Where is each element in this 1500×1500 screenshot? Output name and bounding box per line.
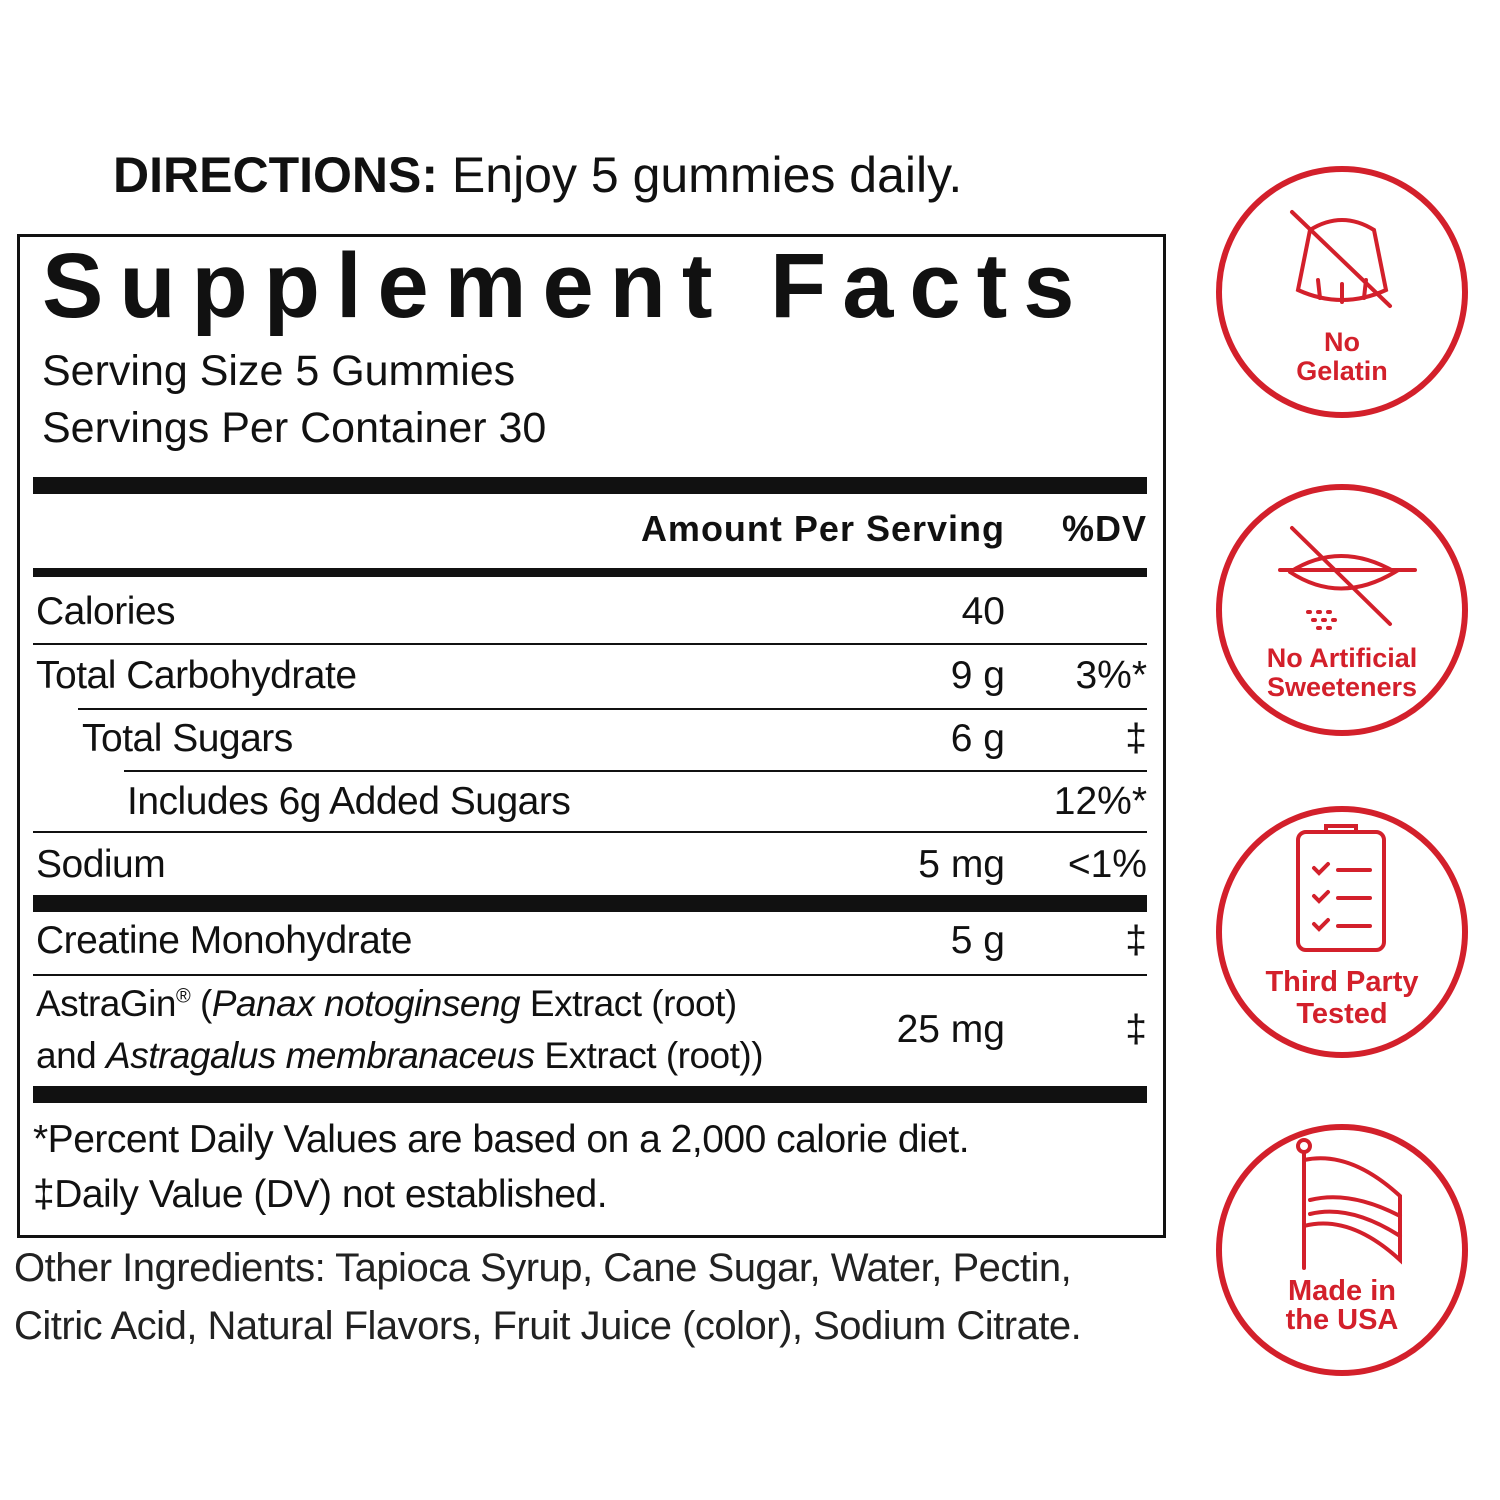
nutrient-name: Total Carbohydrate [36,654,357,697]
servings-per-container: Servings Per Container 30 [42,404,547,452]
nutrient-dv: 3%* [1075,654,1147,697]
directions-text: Enjoy 5 gummies daily. [451,147,963,203]
badge-line: Third Party [1265,966,1419,998]
nutrient-name: and Astragalus membranaceus Extract (roo… [36,1031,764,1081]
divider [33,568,1147,577]
name-part: Extract (root)) [534,1035,764,1076]
nutrient-amount: 5 mg [918,843,1005,886]
directions-label: DIRECTIONS: [113,147,438,203]
nutrient-dv: ‡ [1125,1008,1147,1051]
badge-line: Tested [1296,998,1388,1030]
name-part: Panax notoginseng [211,983,521,1024]
facts-box [17,234,1166,1238]
divider [33,1086,1147,1103]
other-ingredients: Other Ingredients: Tapioca Syrup, Cane S… [14,1246,1072,1290]
facts-title: Supplement Facts [42,235,1091,337]
badge-label: Third Party Tested [1212,966,1472,1030]
row-line [33,643,1147,645]
nutrient-amount: 9 g [950,654,1005,697]
name-part: ( [190,983,212,1024]
nutrient-dv: ‡ [1125,717,1147,760]
nutrient-name: Includes 6g Added Sugars [127,780,571,823]
nutrient-amount: 6 g [950,717,1005,760]
badge-line: Made in [1288,1275,1396,1307]
divider [33,477,1147,494]
name-part: and [36,1035,107,1076]
divider [33,895,1147,912]
icons [1278,210,1417,1270]
nutrient-amount: 5 g [950,919,1005,962]
row-line [33,974,1147,976]
nutrient-amount: 40 [961,590,1005,633]
nutrient-amount: 25 mg [896,1008,1005,1051]
name-part: ® [175,985,191,1008]
dv-header: %DV [1061,508,1147,549]
badge-line: the USA [1285,1304,1399,1336]
amount-header: Amount Per Serving [640,508,1005,549]
badge-line: Gelatin [1296,356,1388,386]
nutrient-name: Creatine Monohydrate [36,919,412,962]
badge-line: No [1324,327,1360,357]
name-part: Astragalus membranaceus [106,1035,535,1076]
row-line [124,770,1147,772]
other-ingredients: Citric Acid, Natural Flavors, Fruit Juic… [14,1304,1082,1348]
footnote: *Percent Daily Values are based on a 2,0… [33,1118,970,1161]
badges [1216,166,1468,1376]
directions: DIRECTIONS: Enjoy 5 gummies daily. [113,145,962,205]
nutrient-name: Calories [36,590,176,633]
badge-circle [1216,806,1468,1058]
row-line [78,708,1147,710]
nutrient-name: AstraGin® (Panax notoginseng Extract (ro… [36,979,737,1029]
serving-size: Serving Size 5 Gummies [42,347,516,395]
footnote: ‡Daily Value (DV) not established. [33,1173,608,1216]
nutrient-dv: ‡ [1125,919,1147,962]
badge-line: Sweeteners [1266,672,1418,702]
name-part: Extract (root) [520,983,737,1024]
badge-label: No Artificial Sweeteners [1212,644,1472,702]
nutrient-dv: <1% [1067,843,1147,886]
badge-circle [1216,166,1468,418]
row-line [33,831,1147,833]
badge-label: Made in the USA [1212,1277,1472,1335]
nutrient-name: Sodium [36,843,166,886]
badge-circle [1216,1124,1468,1376]
badge-label: No Gelatin [1212,328,1472,386]
nutrient-name: Total Sugars [82,717,293,760]
name-part: AstraGin [36,983,176,1024]
nutrient-dv: 12%* [1053,780,1147,823]
badge-circle [1216,484,1468,736]
badge-line: No Artificial [1266,643,1418,673]
